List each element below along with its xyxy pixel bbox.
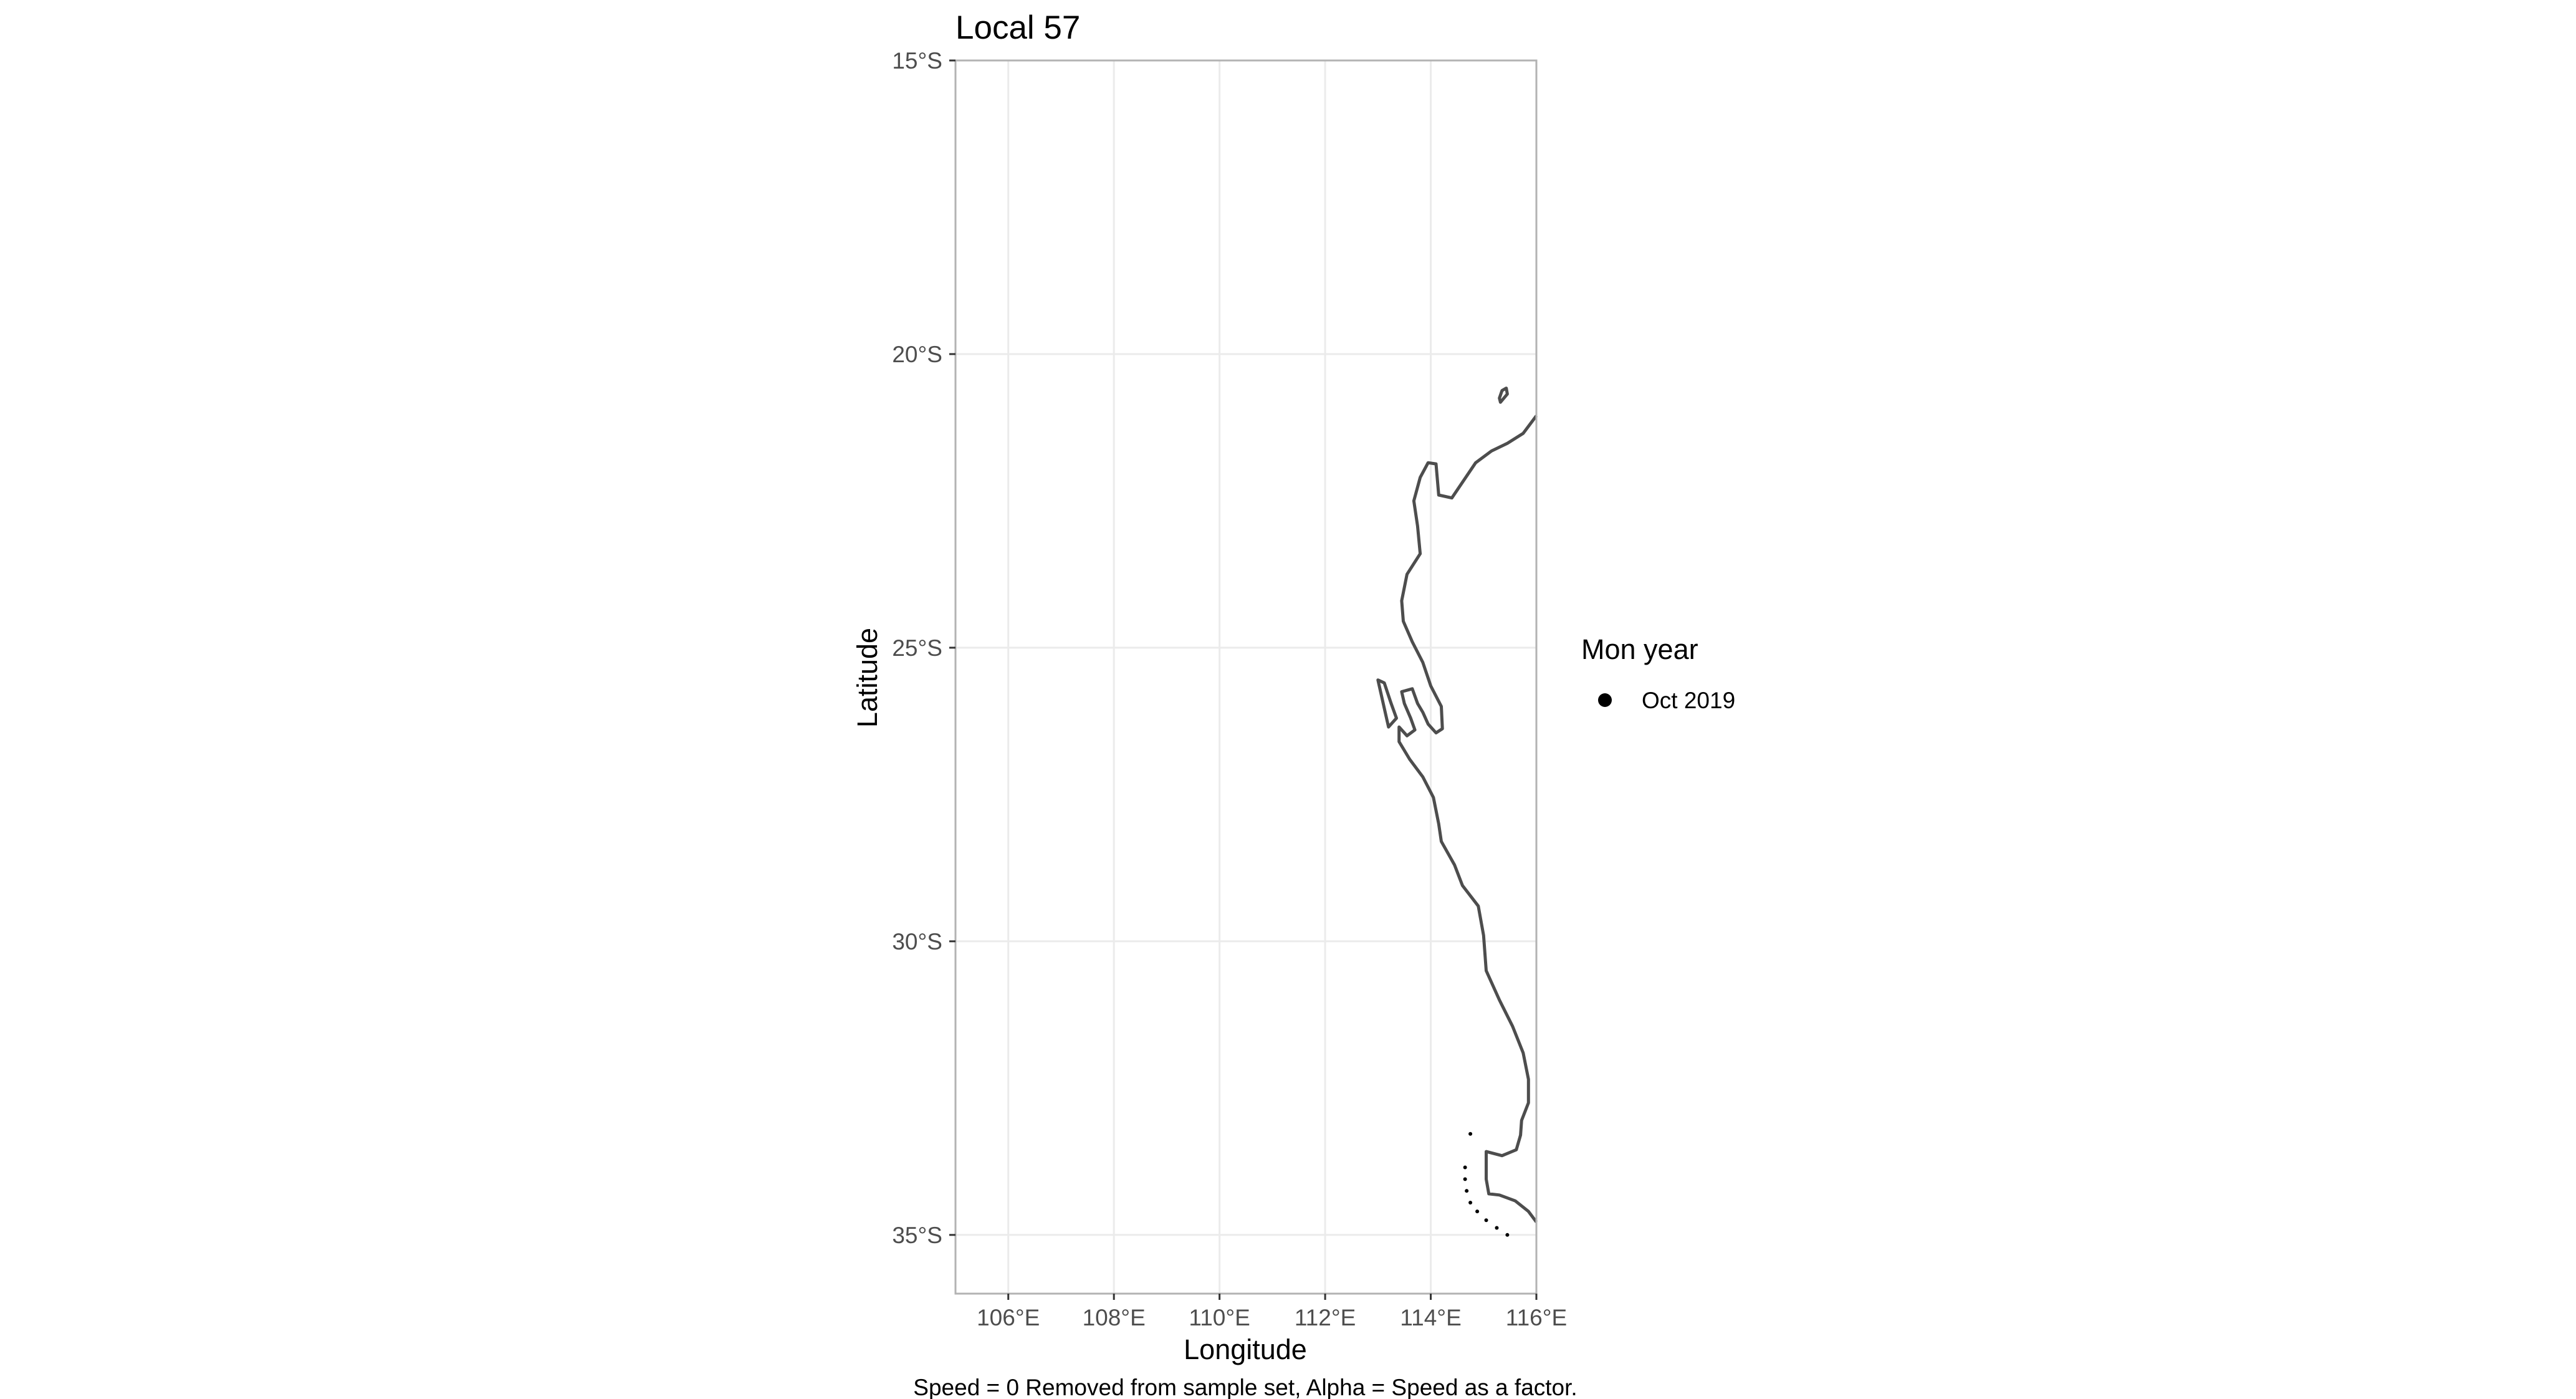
x-axis-ticks: 106°E 108°E 110°E 112°E 114°E 116°E	[977, 1294, 1567, 1330]
data-point	[1463, 1177, 1467, 1181]
data-point	[1475, 1209, 1480, 1214]
coastline-mainland	[1397, 415, 1538, 1223]
legend-label: Oct 2019	[1642, 688, 1735, 713]
vessel-points	[1463, 1132, 1510, 1237]
coastline-island	[1498, 387, 1509, 404]
legend-key-point	[1598, 693, 1612, 707]
y-axis-ticks: 15°S 20°S 25°S 30°S 35°S	[892, 48, 955, 1248]
data-point	[1495, 1226, 1499, 1230]
data-point	[1468, 1201, 1473, 1205]
x-axis-title: Longitude	[1184, 1334, 1307, 1365]
data-point	[1463, 1165, 1467, 1170]
x-tick-label: 110°E	[1189, 1305, 1250, 1330]
x-tick-label: 116°E	[1506, 1305, 1567, 1330]
coastline-peninsula	[1376, 678, 1398, 729]
x-tick-label: 108°E	[1083, 1305, 1146, 1330]
y-tick-label: 15°S	[892, 48, 942, 74]
legend: Mon year Oct 2019	[1581, 633, 1735, 713]
x-tick-label: 112°E	[1295, 1305, 1356, 1330]
data-point	[1484, 1218, 1488, 1223]
y-tick-label: 20°S	[892, 342, 942, 367]
y-tick-label: 30°S	[892, 929, 942, 954]
x-tick-label: 114°E	[1400, 1305, 1461, 1330]
y-tick-label: 35°S	[892, 1223, 942, 1248]
y-axis-title: Latitude	[851, 628, 883, 728]
data-point	[1468, 1132, 1473, 1136]
x-tick-label: 106°E	[977, 1305, 1040, 1330]
data-point	[1465, 1189, 1469, 1193]
y-tick-label: 25°S	[892, 635, 942, 661]
panel-border	[954, 59, 1538, 1295]
plot-title: Local 57	[955, 9, 1080, 46]
legend-title: Mon year	[1581, 633, 1698, 665]
data-point	[1505, 1233, 1510, 1237]
caption: Speed = 0 Removed from sample set, Alpha…	[913, 1375, 1577, 1399]
coastline	[1376, 387, 1538, 1223]
